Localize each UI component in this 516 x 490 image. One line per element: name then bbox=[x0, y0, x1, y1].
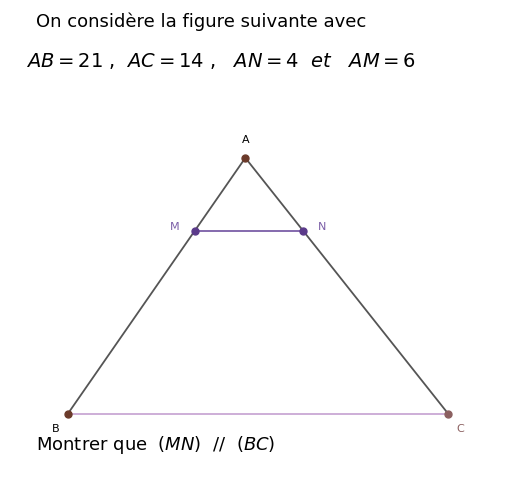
Text: A: A bbox=[241, 135, 249, 145]
Text: On considère la figure suivante avec: On considère la figure suivante avec bbox=[36, 12, 366, 31]
Text: Montrer que  $(MN)$  //  $(BC)$: Montrer que $(MN)$ // $(BC)$ bbox=[36, 434, 276, 456]
Text: $AB = 21$ ,  $AC = 14$ ,   $AN = 4$  $et$   $AM = 6$: $AB = 21$ , $AC = 14$ , $AN = 4$ $et$ $A… bbox=[26, 51, 416, 72]
Text: C: C bbox=[457, 424, 464, 434]
Text: M: M bbox=[170, 222, 180, 232]
Text: B: B bbox=[52, 424, 59, 434]
Text: N: N bbox=[318, 222, 327, 232]
